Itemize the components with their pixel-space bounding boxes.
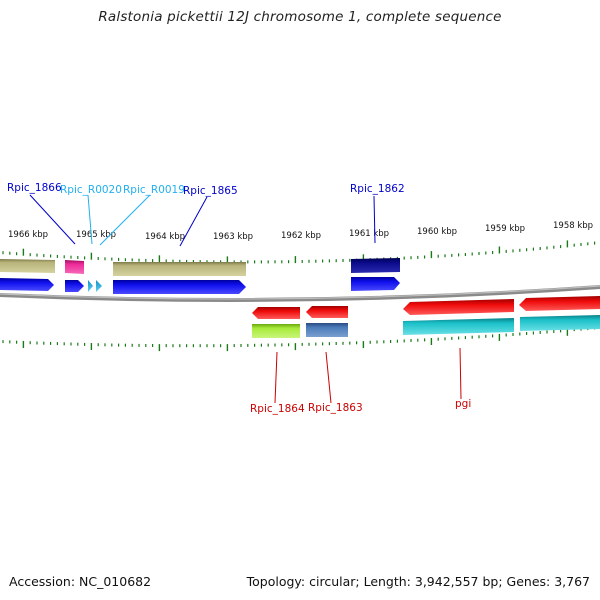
gene-arrow-rpic-r0019[interactable] <box>96 280 102 292</box>
gene-label-rpic-r0020[interactable]: Rpic_R0020 <box>60 184 122 196</box>
gene-label-rpic-1863[interactable]: Rpic_1863 <box>308 402 363 414</box>
gene-arrow-rpic-1865[interactable] <box>113 280 246 294</box>
gene-feature-steel[interactable] <box>306 323 348 337</box>
scale-label: 1958 kbp <box>553 221 593 231</box>
gene-feature-teal[interactable] <box>520 315 600 331</box>
gene-arrow-rpic-1864[interactable] <box>252 307 300 319</box>
gene-label-rpic-1864[interactable]: Rpic_1864 <box>250 403 305 415</box>
gene-label-rpic-1865[interactable]: Rpic_1865 <box>183 185 238 197</box>
scale-label: 1960 kbp <box>417 227 457 237</box>
gene-arrow-rpic-1866[interactable] <box>0 278 54 291</box>
gene-feature-olive[interactable] <box>0 259 55 273</box>
gene-label-rpic-r0019[interactable]: Rpic_R0019 <box>123 184 185 196</box>
gene-arrow-rpic-1862[interactable] <box>351 277 400 291</box>
lower-feature-track <box>252 315 600 338</box>
scale-label: 1959 kbp <box>485 224 525 234</box>
upper-feature-track <box>0 258 400 276</box>
gene-feature-navy[interactable] <box>351 258 400 273</box>
scale-label: 1966 kbp <box>8 230 48 240</box>
map-title: Ralstonia pickettii 12J chromosome 1, co… <box>98 9 502 25</box>
scale-labels: 1966 kbp 1965 kbp 1964 kbp 1963 kbp 1962… <box>8 221 593 242</box>
gene-feature-teal[interactable] <box>403 318 514 335</box>
gene-feature-olive[interactable] <box>113 262 246 276</box>
scale-label: 1962 kbp <box>281 231 321 241</box>
gene-arrow-next[interactable] <box>519 296 600 311</box>
gene-label-pgi[interactable]: pgi <box>455 398 471 410</box>
label-leader-lines <box>29 194 462 404</box>
gene-arrow-rpic-1866b[interactable] <box>65 280 84 292</box>
gene-label-rpic-1862[interactable]: Rpic_1862 <box>350 183 405 195</box>
scale-label: 1964 kbp <box>145 232 185 242</box>
scale-label: 1963 kbp <box>213 232 253 242</box>
gene-label-rpic-1866[interactable]: Rpic_1866 <box>7 182 62 194</box>
gene-feature-magenta[interactable] <box>65 260 84 274</box>
gene-arrow-rpic-r0020[interactable] <box>88 280 93 292</box>
gene-arrow-rpic-1863[interactable] <box>306 306 348 318</box>
gene-arrow-pgi[interactable] <box>403 299 514 315</box>
scale-label: 1965 kbp <box>76 230 116 240</box>
gene-labels: Rpic_1866 Rpic_R0020 Rpic_R0019 Rpic_186… <box>7 182 471 415</box>
accession-text: Accession: NC_010682 <box>9 574 152 589</box>
chromosome-backbone <box>0 285 600 302</box>
reverse-strand-track <box>252 296 600 319</box>
forward-strand-track <box>0 277 400 294</box>
gene-feature-lime[interactable] <box>252 324 300 338</box>
topology-text: Topology: circular; Length: 3,942,557 bp… <box>246 574 590 589</box>
scale-label: 1961 kbp <box>349 229 389 239</box>
